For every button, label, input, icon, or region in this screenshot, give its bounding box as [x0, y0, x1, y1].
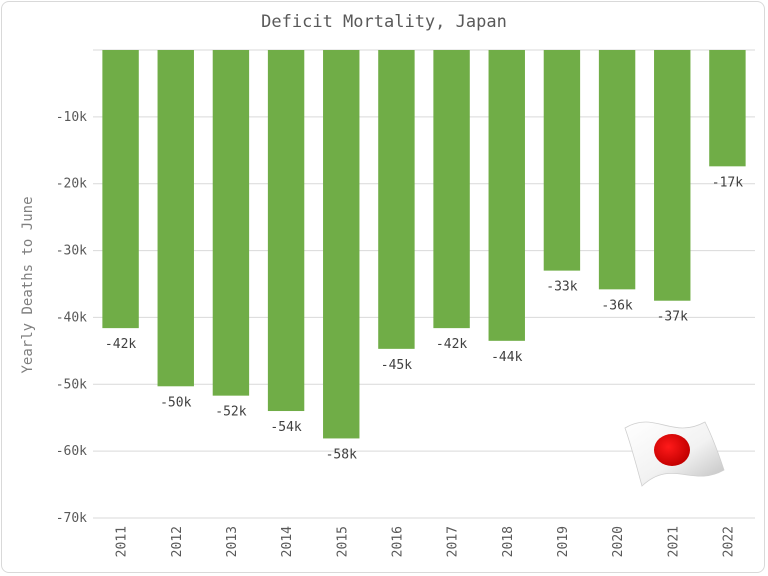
y-tick-label: -60k [56, 444, 87, 459]
data-label: -36k [601, 298, 632, 313]
bar [488, 50, 525, 341]
x-tick-label: 2013 [225, 526, 240, 557]
bar [543, 50, 581, 271]
data-label: -33k [546, 280, 577, 295]
x-tick-label: 2021 [666, 526, 681, 557]
bar [598, 50, 636, 290]
x-tick-label: 2020 [611, 526, 626, 557]
x-tick-label: 2017 [446, 526, 461, 557]
y-tick-label: -40k [56, 310, 87, 325]
data-label: -42k [105, 337, 136, 352]
bar [267, 50, 305, 412]
bar [323, 50, 360, 439]
bar [433, 50, 470, 329]
data-labels: -42k -50k -52k -54k -58k -45k -42k -44k -33k -36k… [105, 175, 743, 462]
bar [654, 50, 691, 301]
bar [212, 50, 250, 396]
chart-title: Deficit Mortality, Japan [261, 12, 507, 32]
x-axis-ticks: 2011 2012 2013 2014 2015 2016 2017 2018 2019 2020… [115, 526, 737, 557]
x-tick-label: 2018 [501, 526, 516, 557]
y-tick-label: -10k [56, 110, 87, 125]
data-label: -44k [491, 350, 522, 365]
y-axis-ticks: -10k -20k -30k -40k -50k -60k -70k [56, 110, 87, 526]
data-label: -54k [270, 420, 301, 435]
x-tick-label: 2022 [721, 526, 736, 557]
x-tick-label: 2019 [556, 526, 571, 557]
bars [102, 50, 746, 439]
data-label: -17k [712, 175, 743, 190]
x-tick-label: 2014 [280, 526, 295, 557]
x-tick-label: 2011 [115, 526, 130, 557]
y-tick-label: -20k [56, 177, 87, 192]
bar [378, 50, 415, 349]
y-tick-label: -70k [56, 511, 87, 526]
data-label: -37k [657, 310, 688, 325]
bar [157, 50, 194, 387]
bar [709, 50, 746, 167]
data-label: -52k [215, 405, 246, 420]
data-label: -45k [381, 358, 412, 373]
data-label: -42k [436, 337, 467, 352]
bar [102, 50, 139, 329]
data-label: -58k [326, 447, 357, 462]
y-axis-label: Yearly Deaths to June [20, 196, 36, 373]
data-label: -50k [160, 395, 191, 410]
japan-flag-icon [624, 421, 725, 487]
x-tick-label: 2016 [390, 526, 405, 557]
y-tick-label: -50k [56, 377, 87, 392]
y-tick-label: -30k [56, 244, 87, 259]
x-tick-label: 2015 [335, 526, 350, 557]
x-tick-label: 2012 [170, 526, 185, 557]
